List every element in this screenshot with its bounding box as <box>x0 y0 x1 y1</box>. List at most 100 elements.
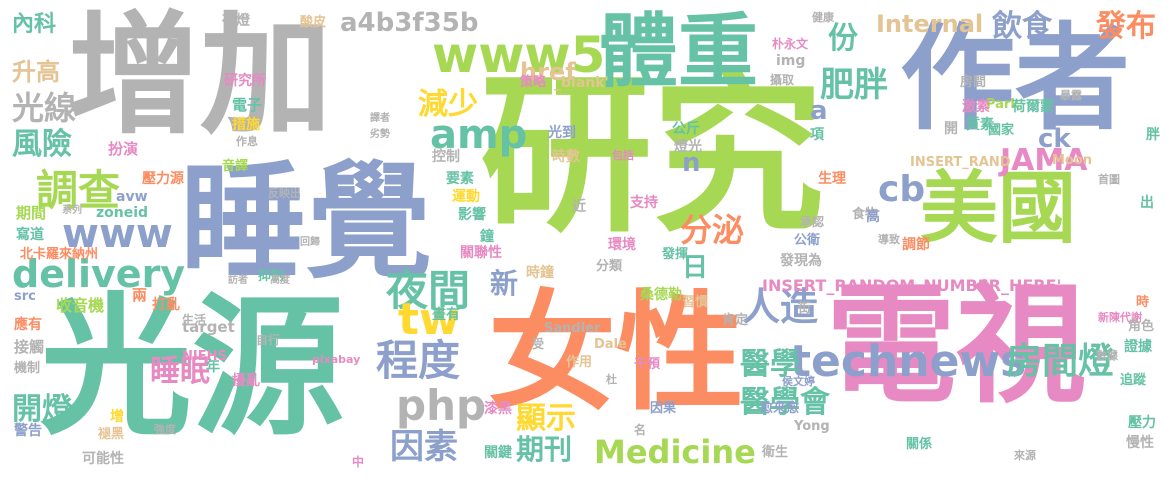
cloud-word: 情況 <box>168 35 188 46</box>
cloud-word: Moon <box>1052 153 1093 168</box>
cloud-word: 荷爾蒙 <box>1012 99 1054 115</box>
cloud-word: 策略 <box>520 75 547 90</box>
cloud-word: 可能性 <box>82 451 124 467</box>
cloud-word: 證據 <box>1124 339 1152 355</box>
cloud-word: 醫學 <box>740 347 800 382</box>
cloud-word: 光源 <box>40 279 344 456</box>
cloud-word: 杜 <box>606 373 617 386</box>
cloud-word: 褪黑 <box>98 427 125 442</box>
cloud-word: Sandler <box>544 321 601 336</box>
cloud-word: 要素 <box>446 171 474 187</box>
cloud-word: 壓力 <box>1128 415 1156 431</box>
cloud-word: 酸皮 <box>300 15 327 30</box>
cloud-word: href <box>520 58 576 86</box>
cloud-word: 攝取 <box>770 73 795 87</box>
cloud-word: 質素 <box>966 117 994 133</box>
cloud-word: delivery <box>12 252 186 296</box>
cloud-word: 份 <box>828 21 858 56</box>
cloud-word: 增加 <box>68 0 332 153</box>
cloud-word: 公衛 <box>794 233 821 248</box>
cloud-word: 房間 <box>960 75 987 90</box>
cloud-word: Yong <box>794 419 830 434</box>
cloud-word: 首圖 <box>1098 173 1120 186</box>
cloud-word: 胖 <box>1146 127 1160 143</box>
cloud-word: NIEHS <box>182 349 227 364</box>
cloud-word: 反映出 <box>268 187 301 200</box>
cloud-word: 發揮 <box>662 247 689 262</box>
cloud-word: 公斤 <box>672 121 700 137</box>
cloud-word: 支持 <box>630 195 658 211</box>
cloud-word: 壓力源 <box>142 171 184 187</box>
cloud-word: 回歸 <box>300 237 320 248</box>
cloud-word: 美國 <box>920 164 1077 254</box>
cloud-word: 數據 <box>1096 349 1118 362</box>
cloud-word: 國家 <box>988 123 1015 138</box>
cloud-word: 干預 <box>634 357 661 372</box>
cloud-word: 高 <box>866 209 880 225</box>
cloud-word: 研究 <box>480 55 824 256</box>
cloud-word: 晝有 <box>432 307 460 323</box>
cloud-word: 環境 <box>608 237 636 253</box>
cloud-word: Internal <box>876 10 984 38</box>
cloud-word: JAMA <box>1000 143 1088 178</box>
cloud-word: _blank' <box>554 75 609 91</box>
cloud-word: 慢性 <box>1126 435 1154 451</box>
cloud-word: a <box>810 96 828 126</box>
cloud-word: 劣勢 <box>370 129 390 140</box>
cloud-word: 升高 <box>12 58 60 86</box>
cloud-word: 睡覺 <box>180 149 432 296</box>
cloud-word: 自行 <box>256 333 281 347</box>
cloud-word: 時鐘 <box>526 265 554 281</box>
cloud-word: 漆黑 <box>484 401 512 417</box>
cloud-word: 因素 <box>390 427 458 467</box>
cloud-word: 調查 <box>36 166 121 215</box>
cloud-word: 控制 <box>432 149 460 165</box>
cloud-word: 打亂 <box>152 297 180 313</box>
cloud-word: 影響 <box>458 207 486 223</box>
cloud-word: 肥胖 <box>820 65 888 105</box>
cloud-word: www5 <box>432 26 606 84</box>
cloud-word: 增 <box>110 409 124 425</box>
cloud-word: cb <box>878 169 926 210</box>
cloud-word: 期間 <box>16 204 47 222</box>
cloud-word: amp <box>430 112 528 158</box>
cloud-word: n <box>682 148 701 178</box>
cloud-word: 角色 <box>1128 319 1155 334</box>
cloud-word: 衛生 <box>762 445 789 460</box>
cloud-word: 女性 <box>488 279 745 428</box>
cloud-word: 作息 <box>236 135 258 148</box>
cloud-word: 健康 <box>812 11 834 24</box>
cloud-word: 音譯 <box>222 159 249 174</box>
cloud-word: 期刊 <box>516 433 573 466</box>
cloud-word: 名 <box>634 423 647 437</box>
cloud-word: 人造 <box>742 285 819 329</box>
cloud-word: 發布 <box>1096 9 1156 44</box>
cloud-word: 生理 <box>818 171 846 187</box>
cloud-word: www <box>62 211 173 257</box>
cloud-word: 風險 <box>12 127 72 162</box>
cloud-word: 醫學會 <box>740 385 830 420</box>
cloud-word: INSERT_RANDOM_NUMBER_HERE' <box>762 276 1062 295</box>
cloud-word: 燈光 <box>674 139 702 155</box>
cloud-word: 肯定 <box>722 313 749 328</box>
cloud-word: 扮演 <box>108 140 139 158</box>
cloud-word: 受 <box>532 337 545 351</box>
cloud-word: 分類 <box>596 259 623 274</box>
cloud-word: 擾亂 <box>232 373 260 389</box>
cloud-word: 程度 <box>376 336 461 385</box>
cloud-word: 分泌 <box>680 211 745 249</box>
cloud-word: 強度 <box>154 423 176 436</box>
cloud-word: 關鍵 <box>484 445 512 461</box>
cloud-word: 應有 <box>14 317 42 333</box>
cloud-word: 朴永文 <box>772 37 809 51</box>
cloud-word: 開燈 <box>12 392 72 427</box>
cloud-word: 譯者 <box>370 113 390 124</box>
cloud-word: 抑制 <box>258 269 285 284</box>
cloud-word: target <box>182 318 235 336</box>
cloud-word: 暴露 <box>1060 89 1082 102</box>
cloud-word: 電視 <box>826 269 1087 421</box>
cloud-word: 桑德勒 <box>640 287 682 303</box>
cloud-word: 中 <box>352 455 365 469</box>
cloud-word: technews <box>790 336 1027 387</box>
